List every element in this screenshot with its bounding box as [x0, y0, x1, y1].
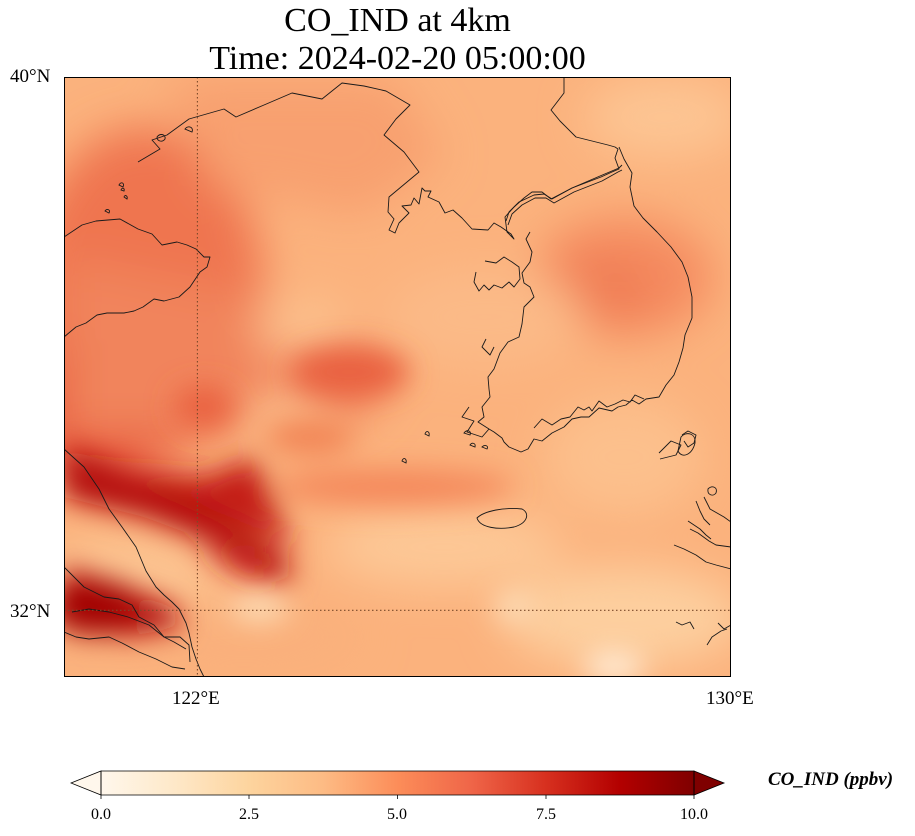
lat-tick-label-32: 32°N — [10, 601, 51, 622]
colorbar-ticks — [100, 795, 695, 799]
plot-title-line-2: Time: 2024-02-20 05:00:00 — [209, 40, 586, 77]
colorbar-label: CO_IND (ppbv) — [768, 769, 894, 790]
colorbar-tick-5: 5.0 — [387, 806, 407, 823]
colorbar-tick-2-5: 2.5 — [239, 806, 259, 823]
colorbar-extend-max — [693, 770, 726, 796]
map-border — [64, 77, 731, 677]
lat-tick-label-40: 40°N — [10, 66, 51, 87]
colorbar[interactable] — [70, 768, 730, 802]
colorbar-extend-min — [70, 770, 102, 796]
colorbar-tick-7-5: 7.5 — [536, 806, 556, 823]
map-panel[interactable] — [64, 77, 731, 677]
plot-title-line-1: CO_IND at 4km — [284, 2, 511, 39]
lon-tick-label-122: 122°E — [172, 688, 220, 709]
islands — [104, 126, 717, 529]
concentration-field — [64, 77, 731, 677]
colorbar-tick-0: 0.0 — [91, 806, 111, 823]
colorbar-gradient — [101, 771, 694, 795]
lon-tick-label-130: 130°E — [706, 688, 754, 709]
coastlines — [64, 77, 731, 677]
colorbar-tick-10: 10.0 — [680, 806, 708, 823]
